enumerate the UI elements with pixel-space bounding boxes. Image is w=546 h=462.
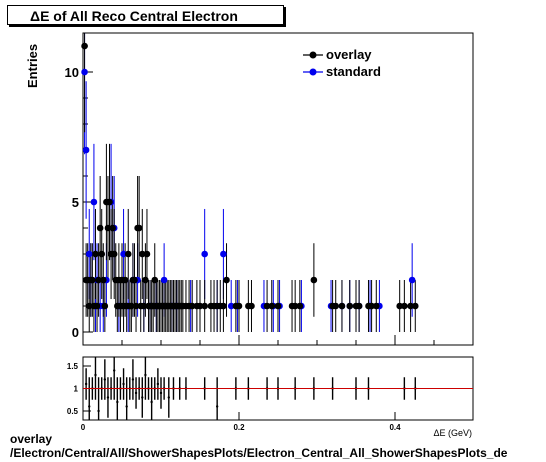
overlay-point [143,250,151,258]
ratio-point [215,405,219,408]
legend-standard-marker [309,68,317,76]
overlay-point [104,224,112,232]
ratio-point [97,409,100,413]
caption-line-1: overlay [10,432,53,446]
overlay-point [248,302,255,310]
ratio-point [84,382,88,386]
legend-standard-label: standard [326,64,381,79]
overlay-point [411,302,419,310]
standard-point [81,68,88,76]
standard-point [408,276,416,284]
overlay-point [93,302,101,310]
ratio-point [122,382,125,386]
standard-point [120,250,127,258]
ratio-x-tick-label: 0.2 [233,423,245,432]
standard-point [85,250,93,258]
overlay-point [235,302,243,310]
overlay-point [131,276,138,284]
overlay-point [407,302,414,310]
overlay-point [368,302,375,310]
standard-point [201,250,208,258]
overlay-point [346,302,354,310]
ratio-point [103,378,107,381]
ratio-point [88,405,91,408]
overlay-point [109,224,116,232]
standard-point [220,250,227,258]
overlay-point [291,302,299,310]
overlay-point [132,302,140,310]
ratio-point [125,405,128,408]
overlay-point [310,276,318,284]
standard-point [160,276,168,284]
overlay-point [110,250,118,258]
overlay-point [188,302,196,310]
overlay-point [142,276,149,284]
overlay-point [106,198,113,206]
legend-overlay-label: overlay [326,47,372,62]
standard-point [82,146,90,154]
overlay-point [223,276,230,284]
overlay-point [140,302,148,310]
overlay-point [92,250,99,258]
overlay-point [332,302,340,310]
ratio-y-tick-label: 1 [74,385,79,394]
overlay-point [268,302,276,310]
ratio-y-tick-label: 1.5 [67,362,79,371]
overlay-point [101,302,109,310]
overlay-point [128,302,135,310]
legend-overlay-marker [309,51,317,59]
overlay-point [296,302,304,310]
overlay-point [135,224,143,232]
ratio-point [167,396,170,399]
chart-title: ΔE of All Reco Central Electron [7,5,284,25]
overlay-point [89,276,96,284]
overlay-point [124,250,132,258]
ratio-point [159,391,163,395]
overlay-point [98,250,106,258]
y-tick-label: 0 [72,325,79,340]
ratio-point [131,378,135,381]
overlay-point [81,42,88,50]
ratio-point [156,382,160,386]
overlay-point [220,302,227,310]
ratio-x-tick-label: 0 [81,423,86,432]
overlay-point [138,250,146,258]
x-axis-label: ΔE (GeV) [433,428,472,438]
overlay-point [372,302,380,310]
ratio-point [144,373,147,377]
overlay-point [401,302,408,310]
overlay-point [201,302,208,310]
overlay-point [338,302,346,310]
ratio-x-tick-label: 0.4 [389,423,401,432]
standard-point [90,198,98,206]
ratio-point [134,391,138,395]
y-tick-label: 10 [65,65,79,80]
y-tick-label: 5 [72,195,79,210]
overlay-point [263,302,271,310]
legend: overlay standard [303,47,381,79]
ratio-point [113,369,116,372]
ratio-y-tick-label: 0.5 [67,407,79,416]
overlay-point [151,276,159,284]
overlay-point [274,302,282,310]
ratio-point [116,400,119,404]
overlay-point [96,224,104,232]
overlay-point [355,302,363,310]
ratio-point [141,396,144,399]
overlay-point [85,302,93,310]
caption-line-2: /Electron/Central/All/ShowerShapesPlots/… [10,446,508,460]
overlay-point [196,302,204,310]
overlay-point [99,276,107,284]
ratio-point [106,396,110,399]
overlay-point [121,276,129,284]
standard-point [227,302,235,310]
ratio-point [94,373,97,377]
ratio-point [150,400,153,404]
overlay-point [95,276,102,284]
y-axis-label: Entries [25,44,40,88]
overlay-point [396,302,403,310]
